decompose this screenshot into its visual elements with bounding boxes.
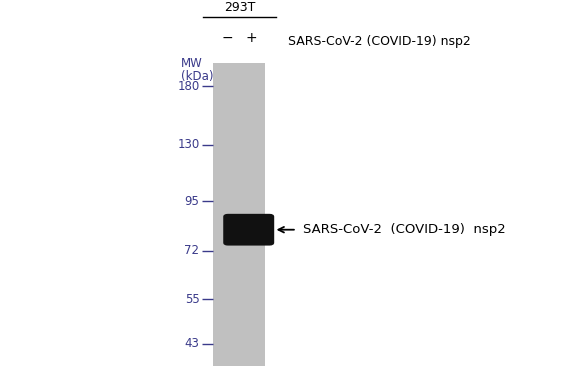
- Text: 43: 43: [184, 337, 200, 350]
- Text: 72: 72: [184, 245, 200, 257]
- Text: 55: 55: [184, 293, 200, 306]
- Text: 293T: 293T: [223, 1, 255, 14]
- FancyBboxPatch shape: [223, 214, 274, 246]
- Text: (kDa): (kDa): [181, 70, 214, 83]
- Text: 95: 95: [184, 195, 200, 208]
- Text: MW: MW: [181, 57, 203, 70]
- Text: +: +: [246, 31, 257, 45]
- Text: 130: 130: [178, 138, 200, 151]
- Text: 180: 180: [178, 80, 200, 93]
- Bar: [213, 63, 265, 366]
- Text: −: −: [222, 31, 233, 45]
- Text: SARS-CoV-2  (COVID-19)  nsp2: SARS-CoV-2 (COVID-19) nsp2: [303, 223, 505, 236]
- Text: SARS-CoV-2 (COVID-19) nsp2: SARS-CoV-2 (COVID-19) nsp2: [288, 35, 471, 48]
